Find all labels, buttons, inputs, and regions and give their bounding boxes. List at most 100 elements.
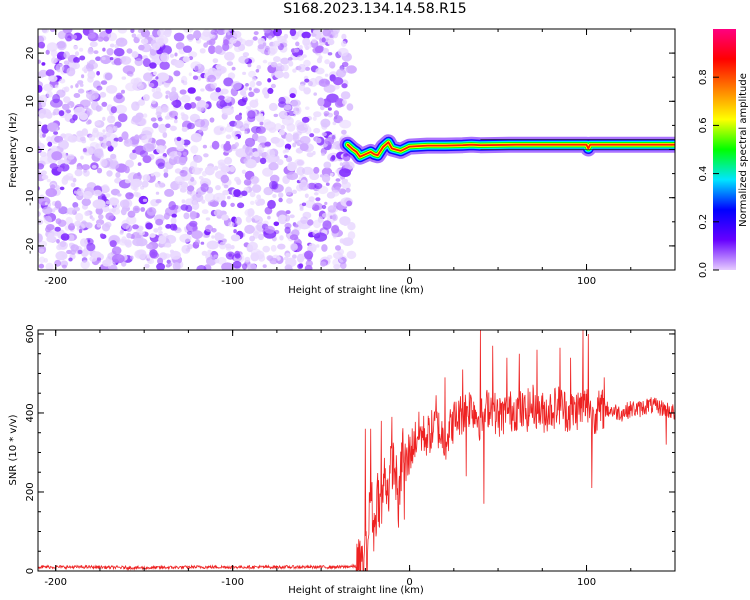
- noise-blob: [286, 123, 296, 132]
- noise-blob: [340, 91, 351, 100]
- noise-blob: [93, 148, 104, 158]
- noise-blob: [38, 59, 42, 64]
- noise-blob: [229, 37, 237, 44]
- noise-blob: [299, 207, 304, 211]
- noise-blob: [313, 219, 321, 229]
- noise-blob: [306, 219, 314, 226]
- noise-blob: [332, 144, 336, 149]
- noise-blob: [157, 257, 164, 265]
- noise-blob: [257, 44, 265, 50]
- noise-blob: [156, 263, 166, 270]
- noise-blob: [51, 151, 63, 161]
- spectrogram-y-axis-label: Frequency (Hz): [8, 112, 19, 188]
- noise-blob: [333, 110, 340, 117]
- noise-blob: [223, 184, 229, 189]
- noise-blob: [114, 104, 127, 114]
- noise-blob: [187, 87, 196, 94]
- noise-blob: [312, 150, 316, 156]
- noise-blob: [91, 217, 95, 221]
- noise-blob: [267, 215, 271, 220]
- noise-blob: [140, 29, 151, 38]
- noise-blob: [285, 186, 293, 196]
- noise-blob: [186, 33, 195, 41]
- noise-blob: [39, 94, 48, 104]
- noise-blob: [117, 193, 122, 197]
- noise-blob: [284, 143, 292, 150]
- noise-blob: [247, 63, 252, 68]
- noise-blob: [205, 224, 214, 233]
- noise-blob: [163, 81, 170, 88]
- noise-blob: [298, 258, 303, 263]
- noise-blob: [339, 168, 351, 178]
- noise-blob: [195, 238, 200, 245]
- noise-blob: [95, 207, 104, 215]
- noise-blob: [45, 226, 51, 233]
- noise-blob: [238, 55, 249, 64]
- noise-blob: [149, 62, 157, 69]
- noise-blob: [256, 194, 261, 200]
- noise-blob: [270, 83, 276, 89]
- noise-blob: [108, 208, 114, 213]
- noise-blob: [103, 36, 110, 42]
- noise-blob: [321, 152, 326, 156]
- noise-blob: [131, 115, 142, 123]
- noise-blob: [229, 165, 235, 173]
- noise-blob: [149, 233, 156, 238]
- noise-blob: [321, 244, 328, 252]
- noise-blob: [321, 213, 328, 218]
- noise-blob: [188, 72, 192, 77]
- noise-blob: [259, 121, 264, 126]
- noise-blob: [220, 163, 228, 170]
- noise-blob: [39, 151, 47, 157]
- noise-blob: [301, 31, 311, 39]
- noise-blob: [113, 125, 118, 131]
- noise-blob: [341, 33, 347, 40]
- noise-blob: [96, 223, 102, 228]
- noise-blob: [46, 42, 58, 52]
- noise-blob: [89, 256, 98, 262]
- colorbar-tick-label: 0.6: [698, 117, 709, 133]
- noise-blob: [84, 210, 90, 217]
- noise-blob: [306, 245, 313, 252]
- noise-blob: [38, 248, 45, 253]
- noise-blob: [299, 181, 310, 191]
- snr-x-axis-label: Height of straight line (km): [288, 585, 424, 596]
- noise-blob: [102, 129, 106, 133]
- noise-blob: [220, 200, 227, 208]
- noise-blob: [292, 142, 297, 148]
- noise-blob: [341, 129, 347, 135]
- noise-blob: [76, 188, 84, 196]
- noise-blob: [58, 206, 68, 215]
- noise-blob: [142, 174, 151, 182]
- noise-blob: [312, 202, 324, 211]
- noise-blob: [191, 167, 202, 175]
- noise-blob: [109, 43, 115, 48]
- noise-blob: [124, 239, 132, 246]
- noise-blob: [297, 63, 306, 73]
- noise-blob: [131, 51, 139, 58]
- noise-blob: [176, 145, 185, 152]
- noise-blob: [63, 60, 70, 65]
- noise-blob: [129, 73, 133, 78]
- noise-blob: [38, 210, 41, 218]
- noise-blob: [45, 188, 58, 198]
- noise-blob: [171, 213, 177, 218]
- noise-blob: [180, 94, 191, 103]
- noise-blob: [38, 41, 46, 49]
- noise-blob: [73, 206, 80, 212]
- noise-blob: [321, 204, 327, 210]
- noise-blob: [267, 47, 276, 56]
- noise-blob: [284, 154, 288, 159]
- noise-blob: [161, 45, 173, 55]
- noise-blob: [302, 37, 311, 47]
- noise-blob: [164, 29, 172, 38]
- noise-blob: [98, 214, 104, 220]
- noise-blob: [131, 33, 137, 38]
- noise-blob: [272, 194, 277, 198]
- noise-blob: [225, 134, 232, 139]
- noise-blob: [107, 160, 120, 170]
- noise-blob: [131, 101, 140, 111]
- noise-blob: [69, 222, 75, 227]
- noise-blob: [155, 218, 164, 226]
- noise-blob: [97, 36, 104, 42]
